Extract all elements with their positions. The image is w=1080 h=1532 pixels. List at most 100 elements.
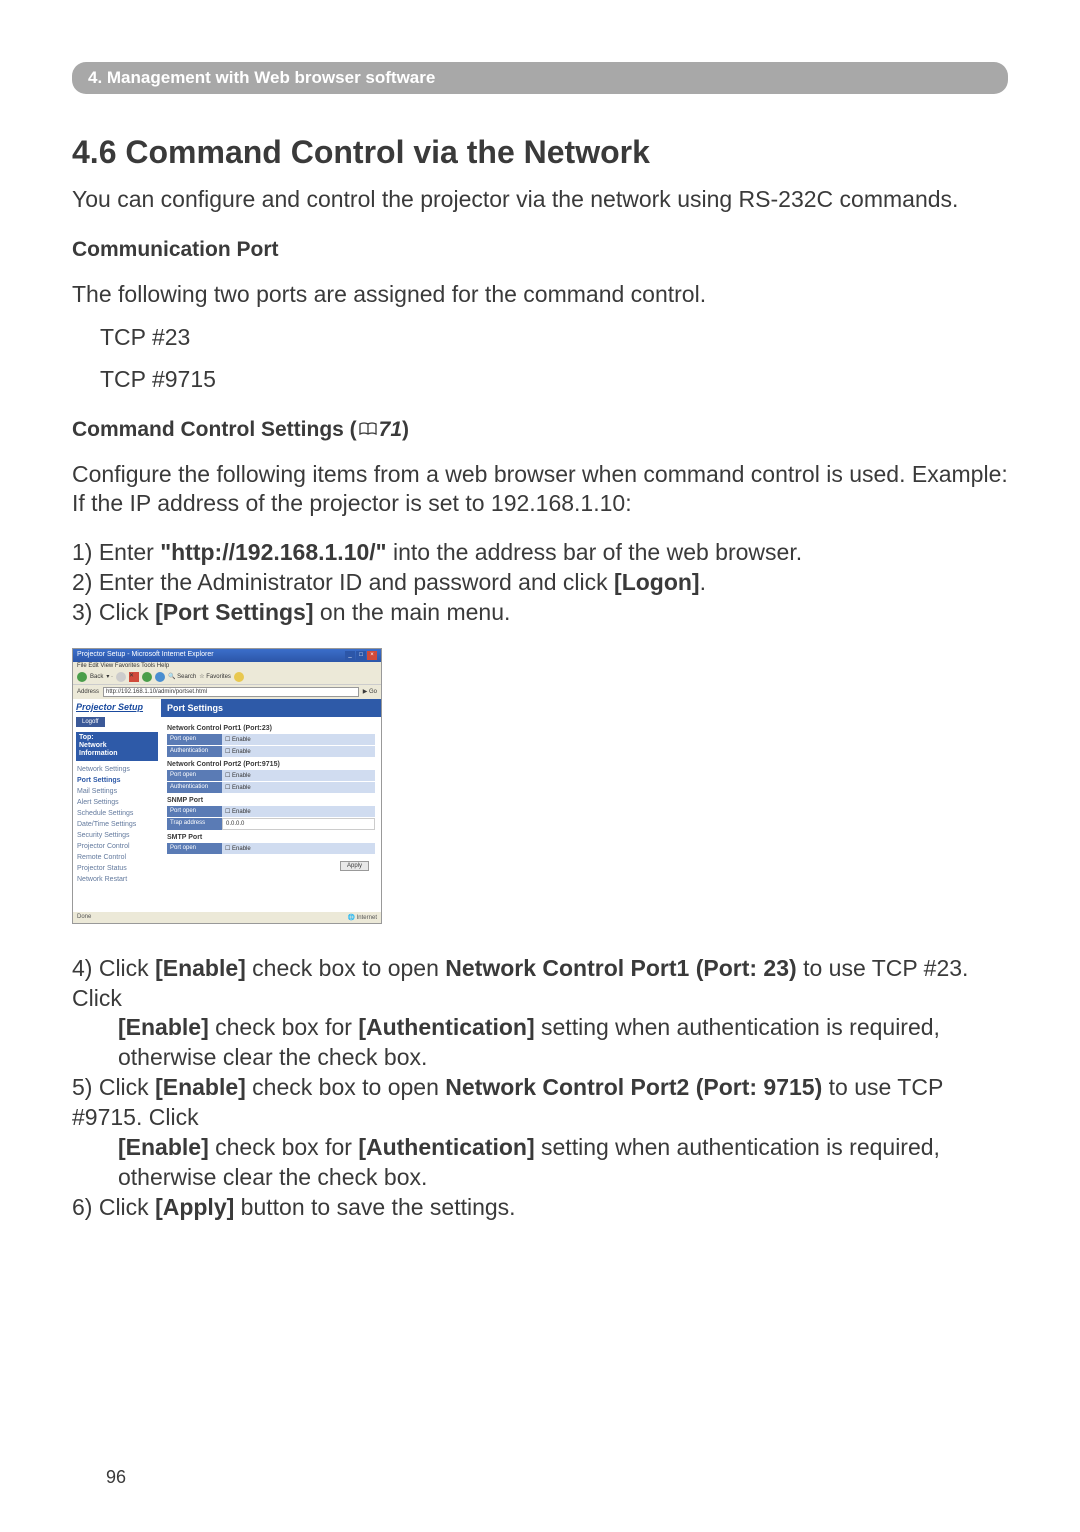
back-label[interactable]: Back (90, 674, 103, 680)
smtp-open-value[interactable]: ☐ Enable (222, 843, 375, 854)
apply-button[interactable]: Apply (340, 861, 369, 871)
logoff-button[interactable]: Logoff (76, 717, 105, 727)
search-label[interactable]: 🔍 Search (168, 673, 196, 680)
cmd-settings-heading: Command Control Settings (71) (72, 418, 1008, 442)
s4d: Network Control Port1 (Port: 23) (445, 955, 796, 981)
section3-head: SNMP Port (167, 797, 375, 804)
snmp-trap-row: Trap address 0.0.0.0 (167, 818, 375, 830)
port1-open-value[interactable]: ☐ Enable (222, 734, 375, 745)
favorites-label[interactable]: ☆ Favorites (199, 673, 231, 680)
ie-menubar[interactable]: File Edit View Favorites Tools Help (73, 662, 381, 670)
snmp-open-row: Port open ☐ Enable (167, 806, 375, 817)
sidebar-item-alert-settings[interactable]: Alert Settings (76, 797, 158, 808)
address-input[interactable]: http://192.168.1.10/admin/portset.html (103, 687, 359, 697)
intro-paragraph: You can configure and control the projec… (72, 185, 1008, 214)
smtp-open-row: Port open ☐ Enable (167, 843, 375, 854)
page-number: 96 (106, 1467, 126, 1488)
snmp-open-value[interactable]: ☐ Enable (222, 806, 375, 817)
step-3: 3) Click [Port Settings] on the main men… (72, 598, 1008, 628)
content-title: Port Settings (161, 699, 381, 717)
step2-a: 2) Enter the Administrator ID and passwo… (72, 569, 614, 595)
trap-value[interactable]: 0.0.0.0 (222, 818, 375, 830)
s5c: check box to open (246, 1074, 445, 1100)
sidebar-title: Projector Setup (76, 702, 158, 712)
auth-label: Authentication (167, 746, 222, 757)
stop-icon[interactable]: ✕ (129, 672, 139, 682)
sidebar-item-mail-settings[interactable]: Mail Settings (76, 786, 158, 797)
sidebar-item-network-restart[interactable]: Network Restart (76, 874, 158, 885)
s5b: [Enable] (155, 1074, 246, 1100)
book-icon (359, 418, 377, 442)
step3-c: on the main menu. (314, 599, 511, 625)
comm-port-1: TCP #23 (100, 323, 1008, 352)
port-open-label-2: Port open (167, 770, 222, 781)
chapter-header: 4. Management with Web browser software (72, 62, 1008, 94)
step1-url: "http://192.168.1.10/" (160, 539, 386, 565)
s6c: button to save the settings. (234, 1194, 515, 1220)
history-icon[interactable] (234, 672, 244, 682)
s5h: [Authentication] (358, 1134, 534, 1160)
step-4: 4) Click [Enable] check box to open Netw… (72, 954, 1008, 1074)
step2-logon: [Logon] (614, 569, 700, 595)
window-buttons: _ □ × (345, 651, 377, 660)
sidebar-item-datetime-settings[interactable]: Date/Time Settings (76, 819, 158, 830)
address-label: Address (77, 689, 99, 695)
home-icon[interactable] (155, 672, 165, 682)
sidebar-item-projector-status[interactable]: Projector Status (76, 863, 158, 874)
trap-label: Trap address (167, 818, 222, 830)
auth-label-2: Authentication (167, 782, 222, 793)
port1-open-row: Port open ☐ Enable (167, 734, 375, 745)
sidebar-item-schedule-settings[interactable]: Schedule Settings (76, 808, 158, 819)
comm-port-2: TCP #9715 (100, 365, 1008, 394)
go-button[interactable]: ▶ Go (363, 688, 377, 695)
cmd-title-suffix: ) (402, 418, 409, 441)
ie-window-title: Projector Setup - Microsoft Internet Exp… (77, 651, 214, 660)
port-open-label-3: Port open (167, 806, 222, 817)
step-5: 5) Click [Enable] check box to open Netw… (72, 1073, 1008, 1193)
step3-port: [Port Settings] (155, 599, 313, 625)
step-6: 6) Click [Apply] button to save the sett… (72, 1193, 1008, 1223)
forward-icon[interactable] (116, 672, 126, 682)
close-icon[interactable]: × (367, 651, 377, 660)
section1-head: Network Control Port1 (Port:23) (167, 725, 375, 732)
s5f: [Enable] (118, 1134, 209, 1160)
s4c: check box to open (246, 955, 445, 981)
cmd-title-prefix: Command Control Settings ( (72, 418, 357, 441)
s4a: 4) Click (72, 955, 155, 981)
ie-toolbar: Back ▾ · ✕ 🔍 Search ☆ Favorites (73, 670, 381, 685)
minimize-icon[interactable]: _ (345, 651, 355, 660)
ie-content: Port Settings Network Control Port1 (Por… (161, 699, 381, 914)
sidebar-item-security-settings[interactable]: Security Settings (76, 830, 158, 841)
port-open-label: Port open (167, 734, 222, 745)
sidebar-item-network-settings[interactable]: Network Settings (76, 764, 158, 775)
ie-titlebar: Projector Setup - Microsoft Internet Exp… (73, 649, 381, 662)
port2-auth-value[interactable]: ☐ Enable (222, 782, 375, 793)
back-icon[interactable] (77, 672, 87, 682)
sidebar-item-projector-control[interactable]: Projector Control (76, 841, 158, 852)
step1-a: 1) Enter (72, 539, 160, 565)
s5g: check box for (209, 1134, 359, 1160)
status-text: Internet (357, 915, 377, 921)
sidebar-top[interactable]: Top: Network Information (76, 732, 158, 761)
toolbar-sep: ▾ · (106, 673, 113, 680)
step1-c: into the address bar of the web browser. (387, 539, 803, 565)
comm-port-desc: The following two ports are assigned for… (72, 280, 1008, 309)
s5d: Network Control Port2 (Port: 9715) (445, 1074, 822, 1100)
comm-port-heading: Communication Port (72, 238, 1008, 262)
refresh-icon[interactable] (142, 672, 152, 682)
internet-icon: 🌐 (348, 915, 357, 921)
s4g: check box for (209, 1014, 359, 1040)
port2-open-value[interactable]: ☐ Enable (222, 770, 375, 781)
sidebar-item-remote-control[interactable]: Remote Control (76, 852, 158, 863)
section4-head: SMTP Port (167, 834, 375, 841)
main-heading: 4.6 Command Control via the Network (72, 134, 1008, 171)
port1-auth-row: Authentication ☐ Enable (167, 746, 375, 757)
s4h: [Authentication] (358, 1014, 534, 1040)
step-1: 1) Enter "http://192.168.1.10/" into the… (72, 538, 1008, 568)
ie-addressbar: Address http://192.168.1.10/admin/portse… (73, 685, 381, 699)
maximize-icon[interactable]: □ (356, 651, 366, 660)
sidebar-item-port-settings[interactable]: Port Settings (76, 775, 158, 786)
cmd-para1: Configure the following items from a web… (72, 460, 1008, 518)
port1-auth-value[interactable]: ☐ Enable (222, 746, 375, 757)
step3-a: 3) Click (72, 599, 155, 625)
